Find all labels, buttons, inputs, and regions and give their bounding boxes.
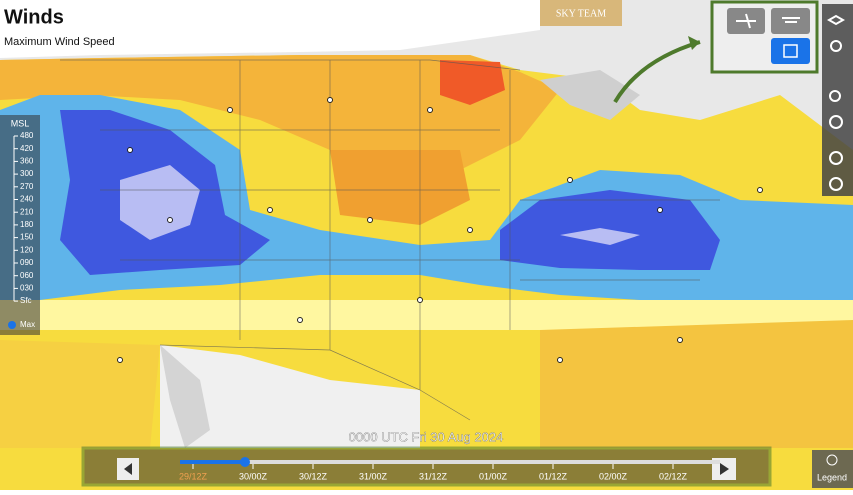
calendar-icon [783, 44, 798, 58]
altitude-title: MSL [11, 118, 30, 128]
altitude-level: 030 [20, 284, 34, 293]
prev-icon [124, 463, 132, 475]
timeline [81, 446, 772, 487]
altitude-level: 090 [20, 258, 34, 267]
subtitle: Maximum Wind Speed [4, 36, 115, 48]
great-lakes [540, 70, 640, 120]
max-dot [8, 321, 16, 329]
altitude-level: 300 [20, 169, 34, 178]
altitude-level: 060 [20, 271, 34, 280]
info-icon [826, 454, 838, 466]
light-yellow-band [0, 300, 853, 330]
baja [160, 345, 210, 448]
layers-button[interactable] [826, 14, 846, 26]
timeline-label[interactable]: 31/12Z [419, 471, 448, 481]
mexico [160, 345, 420, 448]
settings-button[interactable] [830, 40, 842, 52]
logo: SKY TEAM [556, 8, 606, 19]
legend-button[interactable] [812, 450, 853, 488]
zoom-out-button[interactable] [829, 177, 843, 191]
next-icon [720, 463, 729, 475]
altitude-level: 120 [20, 245, 34, 254]
red-zone [440, 60, 505, 105]
legend-label: Legend [817, 472, 847, 482]
timeline-label[interactable]: 30/00Z [239, 471, 268, 481]
altitude-level: 240 [20, 195, 34, 204]
timeline-label[interactable]: 29/12Z [179, 471, 208, 481]
altitude-level: 480 [20, 131, 34, 140]
timeline-label[interactable]: 01/12Z [539, 471, 568, 481]
timeline-label[interactable]: 02/00Z [599, 471, 628, 481]
altitude-level: 360 [20, 157, 34, 166]
slider-progress [180, 460, 245, 464]
southeast [540, 320, 853, 448]
altitude-level: 150 [20, 233, 34, 242]
plane-icon [736, 13, 756, 29]
altitude-level: 420 [20, 144, 34, 153]
wind-barbs [117, 97, 763, 363]
orange-center [330, 150, 470, 225]
altitude-legend [0, 115, 40, 335]
canada-north [0, 0, 540, 58]
slider-track[interactable] [180, 460, 720, 464]
altitude-level: 180 [20, 220, 34, 229]
timeline-label[interactable]: 30/12Z [299, 471, 328, 481]
calendar-button[interactable] [771, 38, 810, 64]
sidebar-icons [826, 14, 846, 191]
timestamp: 0000 UTC Fri 30 Aug 2024 [349, 429, 504, 444]
altitude-level: 270 [20, 182, 34, 191]
search-button[interactable] [829, 90, 841, 102]
lavender-east [560, 228, 640, 245]
altitude-level: 210 [20, 207, 34, 216]
timeline-label[interactable]: 31/00Z [359, 471, 388, 481]
timeline-label[interactable]: 01/00Z [479, 471, 508, 481]
borders [60, 59, 720, 421]
zoom-in-button[interactable] [829, 151, 843, 165]
altitude-level: Sfc [20, 296, 32, 305]
lavender-west [120, 165, 200, 240]
arrow-head [688, 36, 700, 50]
title: Winds [4, 6, 64, 28]
logo-box [540, 0, 622, 26]
max-label[interactable]: Max [20, 320, 35, 329]
helicopter-icon [782, 17, 800, 23]
timeline-label[interactable]: 02/12Z [659, 471, 688, 481]
arrow [613, 40, 701, 104]
pacific [0, 340, 160, 448]
draw-button[interactable] [829, 115, 843, 129]
slider-thumb[interactable] [240, 457, 250, 467]
